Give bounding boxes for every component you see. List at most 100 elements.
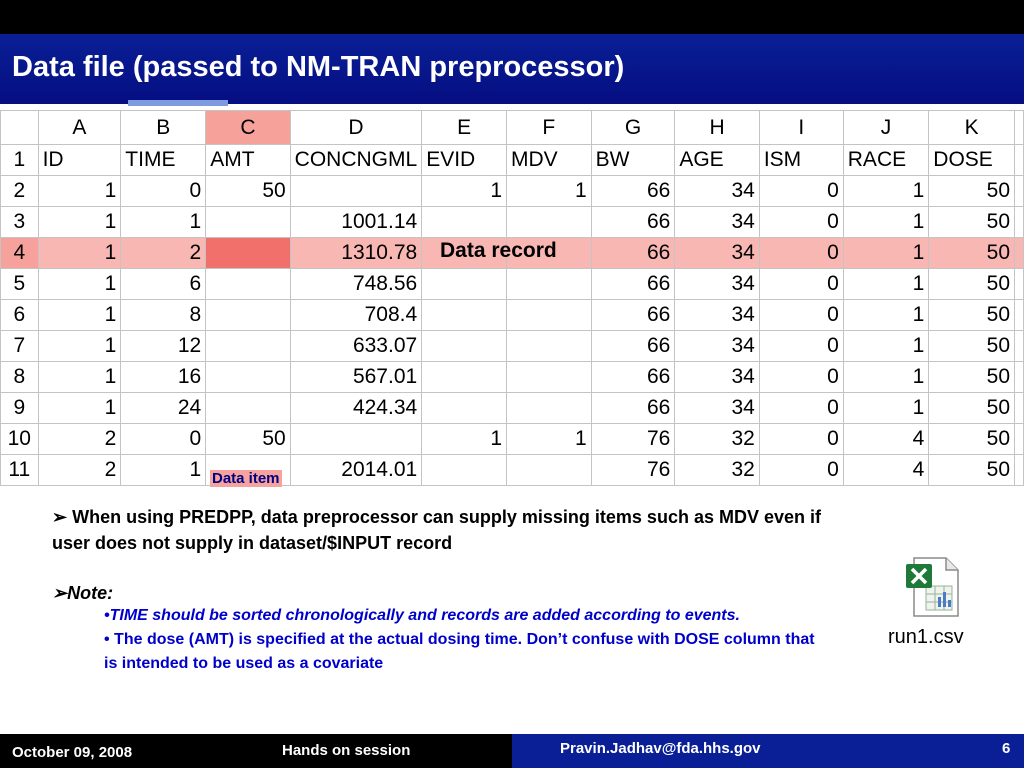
column-header[interactable]: B xyxy=(120,110,207,145)
cell[interactable]: 76 xyxy=(590,454,676,486)
cell[interactable]: 567.01 xyxy=(289,361,423,393)
row-header[interactable]: 8 xyxy=(0,361,39,393)
cell[interactable] xyxy=(421,237,508,269)
cell[interactable]: 0 xyxy=(758,330,844,362)
cell[interactable]: 0 xyxy=(758,175,844,207)
excel-csv-file-icon[interactable] xyxy=(904,556,962,618)
header-cell[interactable]: ID xyxy=(37,144,122,176)
header-cell[interactable]: DOSE xyxy=(928,144,1015,176)
cell[interactable]: 708.4 xyxy=(289,299,423,331)
cell[interactable]: 2 xyxy=(37,454,122,486)
cell[interactable]: 0 xyxy=(758,237,844,269)
cell[interactable]: 66 xyxy=(590,330,676,362)
row-header[interactable]: 1 xyxy=(0,144,39,176)
cell[interactable]: 1 xyxy=(842,206,930,238)
cell[interactable]: 4 xyxy=(842,423,930,455)
cell[interactable]: 1 xyxy=(842,392,930,424)
header-cell[interactable]: EVID xyxy=(421,144,508,176)
cell[interactable]: 424.34 xyxy=(289,392,423,424)
cell[interactable]: 1 xyxy=(421,175,508,207)
cell[interactable]: 34 xyxy=(674,392,760,424)
cell[interactable]: 1 xyxy=(120,206,207,238)
cell[interactable] xyxy=(1014,237,1024,269)
cell[interactable]: 50 xyxy=(928,175,1015,207)
row-header[interactable]: 4 xyxy=(0,237,39,269)
cell[interactable]: 1 xyxy=(37,268,122,300)
cell[interactable]: 1001.14 xyxy=(289,206,423,238)
cell[interactable]: 32 xyxy=(674,423,760,455)
cell[interactable]: 24 xyxy=(120,392,207,424)
cell[interactable]: 0 xyxy=(120,175,207,207)
cell[interactable] xyxy=(506,454,592,486)
cell[interactable] xyxy=(1014,206,1024,238)
cell[interactable]: 6 xyxy=(120,268,207,300)
cell[interactable]: 50 xyxy=(928,423,1015,455)
column-header[interactable]: D xyxy=(289,110,423,145)
column-header[interactable]: I xyxy=(758,110,844,145)
cell[interactable]: 50 xyxy=(928,206,1015,238)
cell[interactable] xyxy=(205,237,291,269)
cell[interactable]: 34 xyxy=(674,361,760,393)
cell[interactable]: 66 xyxy=(590,361,676,393)
cell[interactable] xyxy=(205,206,291,238)
header-cell[interactable]: TIME xyxy=(120,144,207,176)
cell[interactable]: 1 xyxy=(506,423,592,455)
cell[interactable] xyxy=(289,423,423,455)
column-header[interactable]: H xyxy=(674,110,760,145)
cell[interactable] xyxy=(205,330,291,362)
cell[interactable]: 12 xyxy=(120,330,207,362)
cell[interactable]: 50 xyxy=(928,330,1015,362)
cell[interactable] xyxy=(421,299,508,331)
cell[interactable]: 0 xyxy=(758,206,844,238)
cell[interactable] xyxy=(421,330,508,362)
cell[interactable] xyxy=(506,330,592,362)
cell[interactable]: 1 xyxy=(37,299,122,331)
select-all-corner[interactable] xyxy=(0,110,39,145)
column-header[interactable] xyxy=(1014,110,1024,145)
cell[interactable]: 34 xyxy=(674,237,760,269)
row-header[interactable]: 10 xyxy=(0,423,39,455)
cell[interactable]: 1 xyxy=(842,330,930,362)
cell[interactable]: 0 xyxy=(758,361,844,393)
cell[interactable]: 1 xyxy=(37,175,122,207)
cell[interactable] xyxy=(1014,392,1024,424)
row-header[interactable]: 9 xyxy=(0,392,39,424)
header-cell[interactable]: AMT xyxy=(205,144,291,176)
cell[interactable] xyxy=(205,268,291,300)
header-cell[interactable]: BW xyxy=(590,144,676,176)
row-header[interactable]: 6 xyxy=(0,299,39,331)
header-cell[interactable]: CONCNGML xyxy=(289,144,423,176)
cell[interactable]: 1 xyxy=(37,361,122,393)
row-header[interactable]: 3 xyxy=(0,206,39,238)
cell[interactable] xyxy=(421,268,508,300)
cell[interactable] xyxy=(421,392,508,424)
column-header[interactable]: K xyxy=(928,110,1015,145)
cell[interactable] xyxy=(289,175,423,207)
cell[interactable] xyxy=(1014,361,1024,393)
cell[interactable]: 0 xyxy=(758,423,844,455)
cell[interactable]: 0 xyxy=(758,299,844,331)
cell[interactable] xyxy=(1014,299,1024,331)
cell[interactable]: 2014.01 xyxy=(289,454,423,486)
cell[interactable]: 50 xyxy=(928,361,1015,393)
cell[interactable] xyxy=(421,361,508,393)
cell[interactable]: 50 xyxy=(928,268,1015,300)
header-cell[interactable]: AGE xyxy=(674,144,760,176)
cell[interactable]: 66 xyxy=(590,175,676,207)
cell[interactable]: 0 xyxy=(758,268,844,300)
cell[interactable]: 633.07 xyxy=(289,330,423,362)
cell[interactable]: 50 xyxy=(205,423,291,455)
cell[interactable] xyxy=(1014,175,1024,207)
cell[interactable]: 66 xyxy=(590,237,676,269)
cell[interactable]: 76 xyxy=(590,423,676,455)
column-header[interactable]: A xyxy=(37,110,122,145)
cell[interactable]: 0 xyxy=(120,423,207,455)
cell[interactable]: 34 xyxy=(674,175,760,207)
cell[interactable]: 1 xyxy=(37,392,122,424)
cell[interactable]: 66 xyxy=(590,392,676,424)
cell[interactable] xyxy=(421,454,508,486)
cell[interactable]: 2 xyxy=(37,423,122,455)
cell[interactable] xyxy=(1014,144,1024,176)
column-header[interactable]: J xyxy=(842,110,930,145)
cell[interactable]: 1 xyxy=(120,454,207,486)
